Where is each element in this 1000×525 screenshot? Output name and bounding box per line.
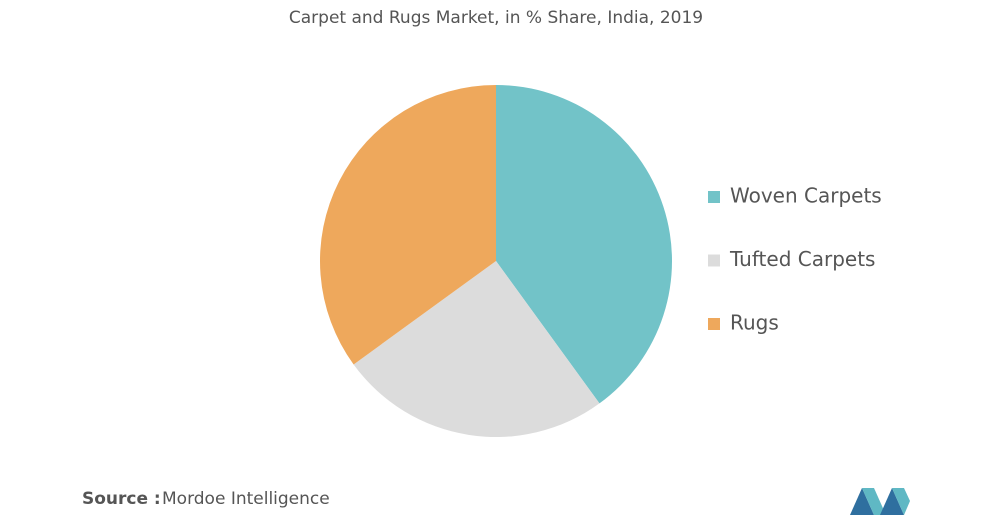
source: Mordoe Intelligence <box>162 489 330 509</box>
chart-title: Carpet and Rugs Market, in % Share, Indi… <box>289 8 703 28</box>
legend-label: Woven Carpets <box>730 184 882 208</box>
legend-label: Tufted Carpets <box>729 247 875 271</box>
logo-shape <box>862 488 886 515</box>
pie-slice <box>320 85 496 365</box>
pie-slice <box>496 85 673 404</box>
logo-shape <box>850 488 874 515</box>
logo-shape <box>892 488 910 515</box>
legend-label: Rugs <box>730 311 779 335</box>
pie-slice <box>353 261 600 437</box>
logo <box>850 488 910 515</box>
legend-swatch <box>708 254 720 267</box>
source-label: Source : <box>82 489 161 509</box>
logo-shape <box>880 488 904 515</box>
legend-swatch <box>708 318 720 330</box>
legend-swatch <box>708 191 720 203</box>
